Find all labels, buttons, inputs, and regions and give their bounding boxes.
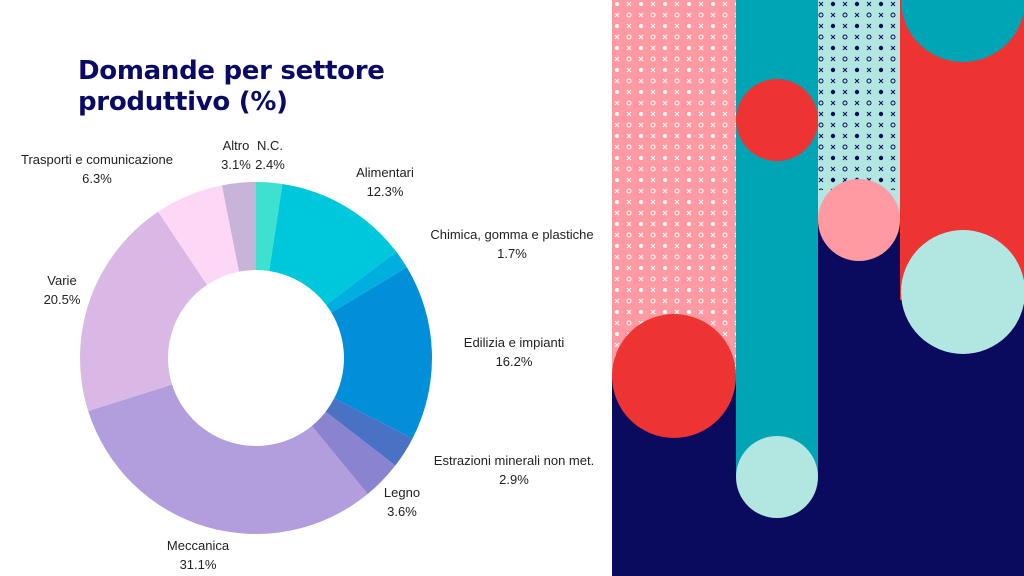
slice-meccanica: [88, 384, 368, 534]
slice-alimentari: [269, 183, 397, 305]
slice-label-estrazioni-minerali-non-met: Estrazioni minerali non met. 2.9%: [434, 453, 594, 487]
mint-circle-small: [736, 436, 818, 518]
donut-slices: [79, 182, 433, 534]
decorative-panel: [612, 0, 1024, 576]
slice-label-altro: Altro 3.1%: [221, 138, 251, 172]
slice-chimica-gomma-e-plastiche: [326, 251, 407, 313]
chart-title-line-2: produttivo (%): [78, 87, 288, 117]
teal-column: [736, 0, 818, 476]
chart-title: Domande per settore produttivo (%): [78, 56, 385, 118]
slice-edilizia-e-impianti: [331, 267, 433, 439]
pink-pattern: [612, 0, 736, 376]
mint-circle-large: [901, 230, 1024, 354]
red-circle-large: [612, 314, 736, 438]
slice-label-meccanica: Meccanica 31.1%: [167, 538, 230, 572]
slice-label-chimica-gomma-e-plastiche: Chimica, gomma e plastiche 1.7%: [430, 227, 593, 261]
decorative-graphic: [612, 0, 1024, 576]
slice-label-n-c: N.C. 2.4%: [255, 138, 285, 172]
slice-label-trasporti-e-comunicazione: Trasporti e comunicazione 6.3%: [21, 152, 173, 186]
slice-legno: [311, 411, 396, 495]
slice-label-alimentari: Alimentari 12.3%: [356, 165, 414, 199]
slice-trasporti-e-comunicazione: [158, 185, 239, 285]
donut-chart: N.C. 2.4% Alimentari 12.3% Chimica, gomma e …: [21, 138, 594, 572]
slice-label-varie: Varie 20.5%: [44, 273, 81, 307]
chart-title-line-1: Domande per settore: [78, 56, 385, 86]
slice-label-edilizia-e-impianti: Edilizia e impianti 16.2%: [464, 335, 565, 369]
slice-label-legno: Legno 3.6%: [384, 485, 420, 519]
teal-circle: [901, 0, 1024, 62]
slice-estrazioni-minerali-non-met: [325, 398, 413, 466]
slice-n-c: [256, 182, 283, 271]
slice-altro: [221, 182, 256, 272]
mint-pattern: [818, 0, 900, 190]
donut-labels: N.C. 2.4% Alimentari 12.3% Chimica, gomma e …: [21, 138, 594, 572]
chart-panel: Domande per settore produttivo (%) N.C. 2…: [21, 56, 595, 572]
pink-circle: [818, 179, 900, 261]
slice-varie: [79, 211, 208, 412]
red-circle-small: [736, 79, 818, 161]
